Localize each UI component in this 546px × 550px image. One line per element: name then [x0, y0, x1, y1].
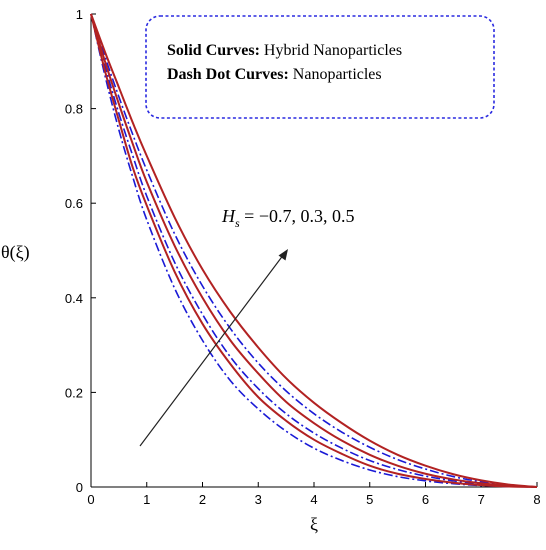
x-tick-label: 1 [143, 492, 150, 507]
x-tick-label: 2 [199, 492, 206, 507]
y-tick-label: 0.8 [65, 102, 83, 117]
y-axis-label: θ(ξ) [1, 242, 30, 263]
annotation-values: = −0.7, 0.3, 0.5 [240, 206, 355, 226]
series-line-solid [90, 13, 538, 488]
series-line-dashdot [90, 13, 538, 488]
annotation-arrowhead [278, 249, 288, 261]
legend-solid-label: Solid Curves: [167, 42, 260, 59]
x-tick-label: 3 [255, 492, 262, 507]
annotation: Hs = −0.7, 0.3, 0.5 [139, 206, 354, 447]
legend-solid-desc: Hybrid Nanoparticles [260, 42, 402, 59]
legend-dashdot-label: Dash Dot Curves: [167, 66, 289, 83]
series-line-dashdot [90, 13, 538, 488]
annotation-subscript: s [235, 216, 240, 230]
x-tick-label: 8 [533, 492, 540, 507]
x-axis-label: ξ [310, 514, 318, 534]
annotation-arrow [139, 253, 285, 447]
legend-line-1: Solid Curves: Hybrid Nanoparticles [167, 42, 402, 59]
legend-line-2: Dash Dot Curves: Nanoparticles [167, 66, 382, 83]
y-tick-label: 0.2 [65, 385, 83, 400]
annotation-text: Hs = −0.7, 0.3, 0.5 [221, 206, 354, 230]
series-line-solid [90, 13, 538, 488]
legend: Solid Curves: Hybrid Nanoparticles Dash … [145, 15, 495, 119]
y-tick-label: 0 [76, 480, 83, 495]
x-tick-label: 4 [310, 492, 317, 507]
x-tick-label: 6 [422, 492, 429, 507]
series-layer [90, 13, 538, 488]
series-line-solid [90, 13, 538, 488]
y-tick-label: 0.6 [65, 196, 83, 211]
x-tick-label: 0 [87, 492, 94, 507]
annotation-symbol: H [221, 206, 236, 226]
y-tick-label: 0.4 [65, 291, 83, 306]
x-tick-label: 5 [366, 492, 373, 507]
x-tick-label: 7 [478, 492, 485, 507]
series-line-dashdot [90, 13, 538, 488]
y-tick-label: 1 [76, 7, 83, 22]
legend-box [145, 15, 495, 119]
legend-dashdot-desc: Nanoparticles [289, 66, 382, 83]
